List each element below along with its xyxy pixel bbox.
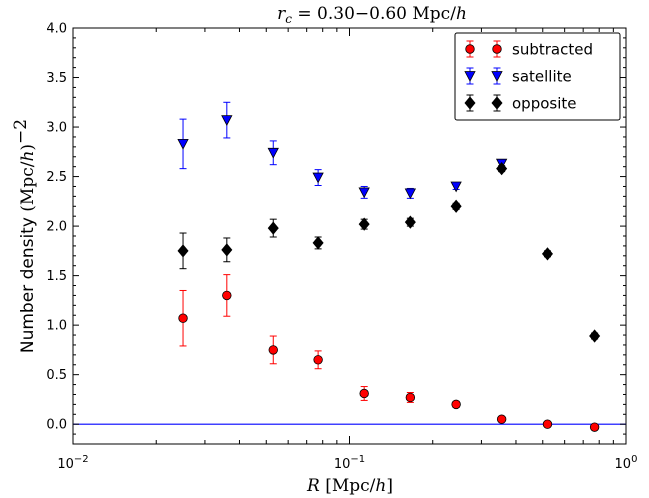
x-tick-label: 10−2 xyxy=(57,454,88,472)
chart-title: rc = 0.30−0.60 Mpc/h xyxy=(277,4,467,26)
y-tick-label: 1.0 xyxy=(46,319,67,334)
data-point xyxy=(542,419,553,429)
data-point xyxy=(358,217,370,231)
legend-label: opposite xyxy=(512,95,577,113)
y-tick-label: 0.5 xyxy=(46,368,67,383)
data-point xyxy=(405,392,416,403)
data-point xyxy=(221,243,233,257)
data-point xyxy=(178,313,188,323)
data-point xyxy=(450,181,462,193)
y-axis-label: Number density (Mpc/h)−2 xyxy=(11,119,38,353)
legend: subtracted satellite opposite xyxy=(454,32,621,121)
y-tick-label: 3.5 xyxy=(46,71,67,86)
data-point xyxy=(589,422,600,432)
y-axis: 0.0 0.5 1.0 1.5 2.0 2.5 3.0 3.5 4.0 xyxy=(46,22,626,435)
data-point xyxy=(496,162,508,176)
legend-marker xyxy=(464,96,476,110)
data-point xyxy=(221,115,233,126)
data-point xyxy=(177,244,189,258)
x-tick-label: 10−1 xyxy=(334,454,365,472)
y-tick-label: 1.5 xyxy=(46,269,67,284)
data-point xyxy=(496,414,507,424)
y-tick-label: 3.0 xyxy=(46,121,67,136)
legend-marker xyxy=(492,44,502,54)
legend-marker xyxy=(465,44,475,54)
y-tick-label: 0.0 xyxy=(46,418,67,433)
legend-marker xyxy=(464,71,476,82)
x-axis-label: R [Mpc/h] xyxy=(306,476,393,496)
data-point xyxy=(268,345,278,355)
data-point xyxy=(312,172,324,184)
data-point xyxy=(450,199,462,213)
data-series xyxy=(177,101,601,432)
data-point xyxy=(359,388,369,399)
data-point xyxy=(312,236,324,250)
data-point xyxy=(404,188,417,200)
data-point xyxy=(404,215,416,229)
y-tick-label: 4.0 xyxy=(46,22,67,37)
series-opposite xyxy=(177,162,601,343)
y-tick-label: 2.0 xyxy=(46,220,67,235)
legend-marker xyxy=(491,96,503,110)
series-subtracted xyxy=(178,274,600,432)
data-point xyxy=(541,247,553,261)
data-point xyxy=(313,355,323,365)
x-axis: 10−2 10−1 100 xyxy=(57,28,637,472)
y-tick-label: 2.5 xyxy=(46,170,67,185)
data-point xyxy=(177,138,189,150)
data-point xyxy=(451,399,461,410)
legend-label: subtracted xyxy=(512,41,593,59)
data-point xyxy=(222,290,232,301)
data-point xyxy=(267,221,279,235)
data-point xyxy=(267,147,279,159)
legend-label: satellite xyxy=(512,68,572,86)
legend-marker xyxy=(491,71,503,82)
x-tick-label: 100 xyxy=(615,454,638,472)
data-point xyxy=(358,187,370,199)
data-point xyxy=(589,329,601,343)
